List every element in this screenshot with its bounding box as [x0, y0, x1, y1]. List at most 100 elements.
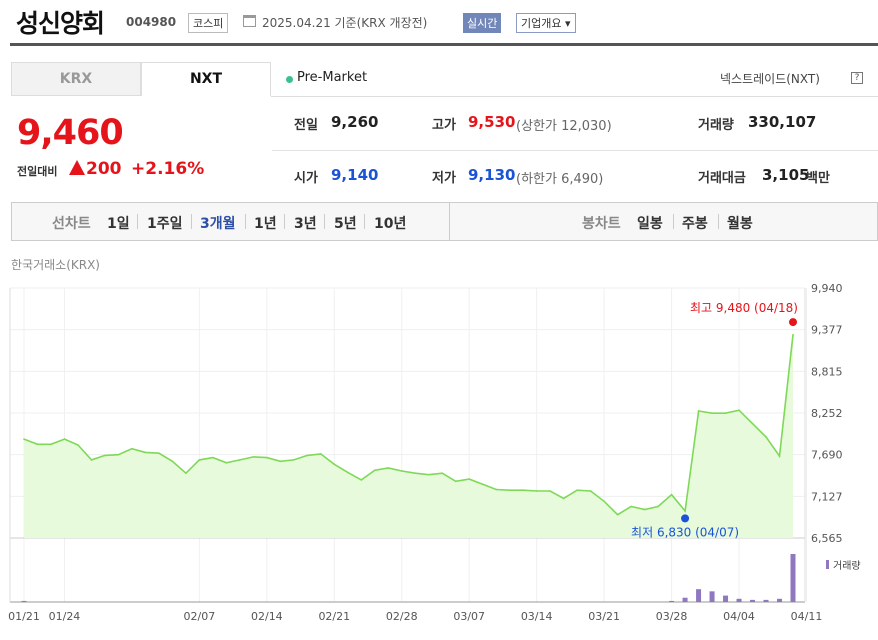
price-point — [333, 463, 336, 466]
volume-bar — [750, 599, 756, 602]
x-tick-label: 03/07 — [453, 610, 485, 623]
price-point — [239, 459, 241, 461]
price-chart[interactable]: 9,940 9,377 8,815 8,252 7,690 7,127 6,565 01/21… — [0, 270, 878, 640]
price-point — [360, 479, 363, 481]
price-point — [306, 454, 309, 457]
chart-source: 한국거래소(KRX) — [11, 258, 100, 272]
x-tick-label: 01/24 — [49, 610, 81, 623]
high-marker — [789, 318, 797, 327]
price-point — [684, 510, 686, 512]
trade-value-label: 거래대금 — [698, 171, 746, 186]
x-tick-label: 02/28 — [386, 610, 418, 623]
prev-close-value: 9,260 — [331, 113, 379, 131]
tab-nxt[interactable]: NXT — [141, 62, 271, 96]
x-tick-label: 04/04 — [723, 610, 755, 623]
period-1d[interactable]: 1일 — [107, 216, 130, 232]
x-tick-label: 03/21 — [588, 610, 620, 623]
volume-bar — [21, 600, 27, 602]
nextrade-link[interactable]: 넥스트레이드(NXT) — [720, 72, 820, 86]
price-point — [643, 508, 646, 511]
trade-value: 3,105 — [762, 166, 810, 184]
period-3y[interactable]: 3년 — [294, 216, 317, 232]
prev-close-label: 전일 — [294, 118, 318, 133]
price-point — [603, 500, 605, 503]
realtime-button[interactable]: 실시간 — [463, 13, 502, 33]
premarket-dot-icon — [286, 76, 293, 83]
price-point — [576, 489, 578, 492]
volume-bar — [669, 600, 675, 602]
period-1w[interactable]: 1주일 — [147, 216, 183, 232]
header-divider — [10, 43, 878, 46]
candle-monthly[interactable]: 월봉 — [727, 216, 753, 232]
price-point — [481, 483, 484, 486]
price-point — [373, 469, 376, 472]
market-badge: 코스피 — [188, 13, 229, 33]
price-point — [50, 443, 52, 446]
volume-bar — [736, 598, 742, 602]
trade-value-unit: 백만 — [806, 171, 830, 186]
candle-chart-label: 봉차트 — [582, 216, 621, 232]
low-annotation: 최저 6,830 (04/07) — [631, 525, 739, 539]
help-icon[interactable]: ? — [851, 72, 863, 84]
price-point — [131, 447, 133, 450]
price-area-fill — [24, 334, 793, 538]
price-point — [144, 451, 147, 454]
x-tick-label: 02/14 — [251, 610, 283, 623]
price-series-line — [23, 334, 794, 516]
candle-daily[interactable]: 일봉 — [637, 216, 663, 232]
stock-name: 성신양회 — [16, 9, 105, 38]
price-point — [171, 460, 174, 463]
price-point — [77, 444, 79, 446]
period-5y[interactable]: 5년 — [334, 216, 357, 232]
price-point — [562, 497, 565, 500]
y-tick-label: 9,377 — [811, 324, 843, 337]
price-point — [468, 478, 471, 480]
x-tick-label: 02/21 — [318, 610, 350, 623]
price-point — [778, 455, 781, 457]
price-point — [185, 472, 187, 474]
period-10y[interactable]: 10년 — [374, 216, 407, 232]
low-marker — [681, 514, 690, 523]
tab-underline — [271, 96, 878, 97]
current-price: 9,460 — [17, 113, 124, 153]
up-arrow-icon — [69, 160, 85, 175]
y-tick-label: 7,127 — [811, 490, 843, 503]
lower-limit: (하한가 6,490) — [516, 172, 604, 187]
period-bar-divider — [449, 202, 450, 241]
price-point — [630, 505, 632, 508]
volume-bar — [682, 597, 688, 602]
price-point — [158, 452, 160, 454]
tab-krx[interactable]: KRX — [11, 62, 141, 96]
price-point — [387, 467, 390, 469]
base-date: 2025.04.21 기준(KRX 개장전) — [262, 16, 428, 30]
y-tick-label: 7,690 — [811, 449, 843, 462]
price-point — [454, 480, 457, 483]
company-overview-button[interactable]: 기업개요 ▾ — [516, 13, 576, 33]
y-tick-label: 8,252 — [811, 407, 843, 420]
x-tick-label: 04/11 — [791, 610, 823, 623]
line-chart-label: 선차트 — [52, 216, 91, 232]
price-point — [293, 459, 295, 461]
high-value: 9,530 — [468, 113, 516, 131]
period-3m[interactable]: 3개월 — [200, 216, 236, 232]
change-value: 200 — [86, 159, 122, 179]
price-point — [320, 453, 322, 455]
volume-bar — [777, 598, 783, 602]
price-point — [90, 459, 93, 461]
candle-weekly[interactable]: 주봉 — [682, 216, 708, 232]
price-point — [495, 488, 497, 491]
period-1y[interactable]: 1년 — [254, 216, 277, 232]
price-point — [697, 410, 700, 412]
price-point — [400, 470, 403, 472]
volume-value: 330,107 — [748, 113, 817, 131]
price-point — [427, 473, 430, 476]
open-label: 시가 — [294, 171, 318, 186]
price-point — [724, 412, 727, 414]
price-point — [589, 490, 592, 492]
change-percent: +2.16% — [131, 159, 205, 179]
price-point — [522, 489, 524, 492]
stats-divider — [272, 150, 878, 151]
price-point — [751, 422, 754, 425]
price-point — [198, 459, 201, 461]
volume-bar — [790, 554, 796, 602]
